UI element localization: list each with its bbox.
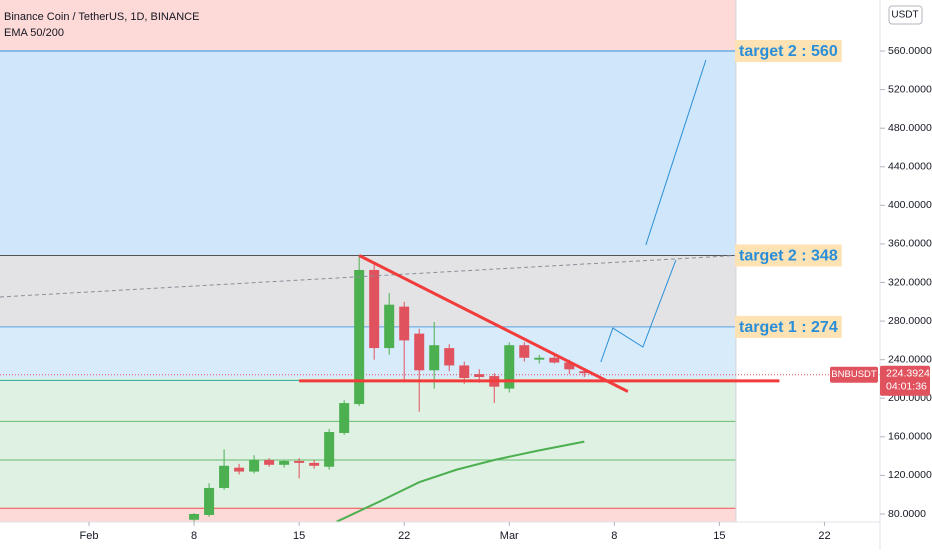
y-tick-label: 160.0000 (888, 431, 932, 443)
candle-body (354, 269, 365, 405)
drawing-line (600, 259, 677, 363)
candle-body (399, 306, 410, 341)
x-tick-label: 22 (398, 530, 410, 542)
target-label-bg (735, 315, 842, 338)
x-tick-label: 8 (191, 530, 197, 542)
zone (0, 326, 736, 378)
candle-body (324, 432, 335, 467)
candle-body (579, 371, 590, 374)
zone (0, 0, 736, 51)
candle-body (294, 460, 305, 463)
target-label: target 2 : 560 (739, 43, 838, 60)
candle-body (549, 357, 560, 363)
x-tick-label: Feb (80, 530, 99, 542)
candle-body (429, 345, 440, 371)
candle-body (369, 269, 380, 349)
indicator-label: EMA 50/200 (4, 27, 64, 39)
y-tick-label: 320.0000 (888, 276, 932, 288)
zone (0, 377, 736, 509)
currency-box[interactable] (888, 5, 923, 25)
candle-body (474, 374, 485, 378)
y-tick-label: 480.0000 (888, 122, 932, 134)
y-tick-label: 280.0000 (888, 315, 932, 327)
candle-body (504, 345, 515, 389)
candle-body (459, 365, 470, 378)
zone (0, 255, 736, 327)
y-tick-label: 240.0000 (888, 353, 932, 365)
y-tick-label: 120.0000 (888, 469, 932, 481)
chart-title: Binance Coin / TetherUS, 1D, BINANCE (4, 11, 199, 23)
candle-body (234, 467, 245, 472)
y-tick-label: 520.0000 (888, 83, 932, 95)
y-tick-label: 560.0000 (888, 45, 932, 57)
candle-body (279, 460, 290, 465)
candle-body (309, 462, 320, 466)
candle-body (249, 459, 260, 472)
x-tick-label: Mar (500, 530, 519, 542)
x-tick-label: 8 (611, 530, 617, 542)
zone (0, 508, 736, 522)
symbol-tag-text: BNBUSDT (831, 369, 877, 380)
y-tick-label: 400.0000 (888, 199, 932, 211)
countdown-text: 04:01:36 (886, 381, 927, 393)
candle-body (384, 304, 395, 349)
x-tick-label: 15 (293, 530, 305, 542)
currency: USDT (891, 10, 918, 21)
candle-body (564, 362, 575, 370)
drawing-line (645, 59, 707, 246)
candle-body (204, 487, 215, 515)
drawing-line (0, 255, 736, 298)
ema-line (336, 440, 585, 523)
target-label-bg (735, 40, 842, 63)
candle-body (534, 357, 545, 360)
x-tick-label: 22 (818, 530, 830, 542)
target-label: target 2 : 348 (739, 248, 838, 265)
candle-body (339, 403, 350, 433)
target-label: target 1 : 274 (739, 319, 838, 336)
target-label-bg (735, 244, 842, 267)
candle-body (519, 345, 530, 358)
candle-body (444, 348, 455, 366)
price-tag (880, 365, 930, 396)
y-tick-label: 360.0000 (888, 238, 932, 250)
y-tick-label: 440.0000 (888, 161, 932, 173)
y-tick-label: 80.0000 (888, 508, 926, 520)
symbol-tag (830, 366, 878, 383)
x-tick-label: 15 (713, 530, 725, 542)
candle-body (264, 459, 275, 465)
candle-body (219, 465, 230, 488)
candle-body (414, 333, 425, 371)
zone (0, 50, 736, 256)
candle-body (189, 513, 200, 520)
price-tag-text: 224.3924 (886, 368, 930, 380)
drawing-line (358, 254, 629, 393)
